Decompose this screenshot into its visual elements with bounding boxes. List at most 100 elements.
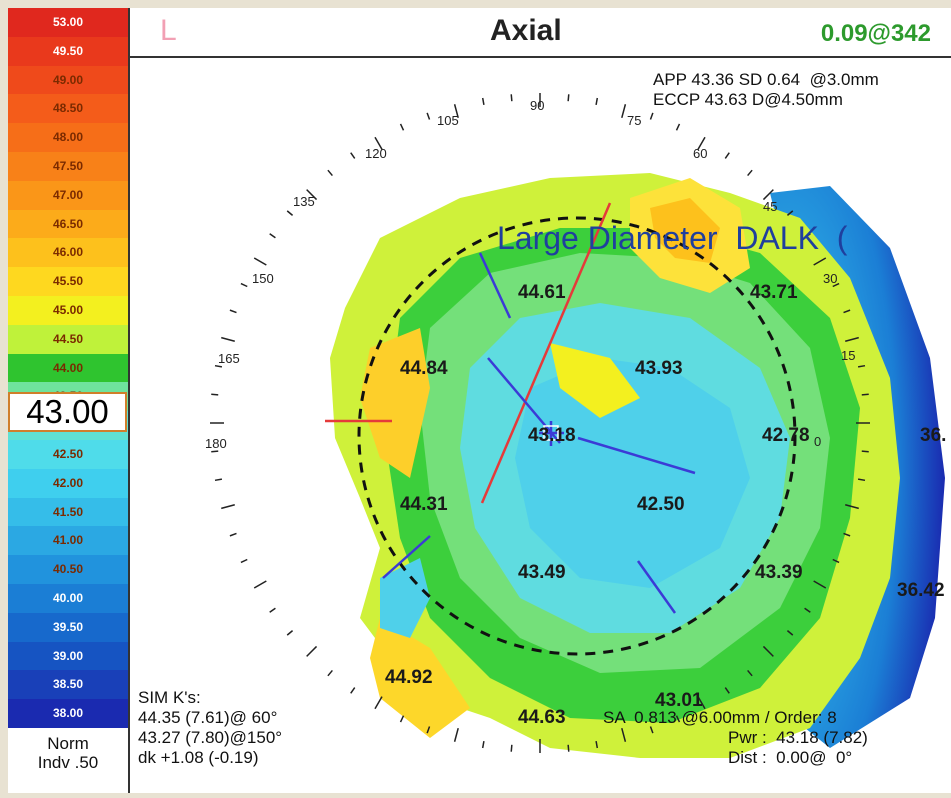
degree-tick <box>747 169 753 177</box>
degree-tick <box>832 558 840 564</box>
degree-tick <box>621 104 627 118</box>
map-value: 36.42 <box>897 580 945 601</box>
color-scale: 53.00 49.50 49.00 48.50 48.00 47.50 47.00 46.50… <box>8 8 130 793</box>
eccp-stat: ECCP 43.63 D@4.50mm <box>653 90 843 109</box>
eye-indicator: L <box>160 14 177 47</box>
scale-step: 49.50 <box>8 36 128 66</box>
deg-15: 15 <box>841 348 855 363</box>
sim-dk: dk +1.08 (-0.19) <box>138 748 259 767</box>
map-value: 42.78 <box>762 425 810 446</box>
scale-step: 42.50 <box>8 440 128 469</box>
deg-75: 75 <box>627 113 641 128</box>
sim-k2: 43.27 (7.80)@150° <box>138 728 283 747</box>
degree-tick <box>804 607 811 613</box>
deg-60: 60 <box>693 146 707 161</box>
degree-tick <box>286 210 294 216</box>
deg-90: 90 <box>530 98 544 113</box>
degree-tick <box>567 94 570 102</box>
degree-tick <box>675 715 681 723</box>
degree-ticks <box>210 93 870 753</box>
scale-step: 46.00 <box>8 238 128 268</box>
scale-step: 41.00 <box>8 526 128 556</box>
center-crosshair[interactable] <box>539 421 564 446</box>
degree-tick <box>221 504 235 510</box>
degree-tick <box>253 257 267 266</box>
map-value: 44.84 <box>400 358 448 379</box>
degree-tick <box>861 393 869 396</box>
degree-tick <box>453 728 459 742</box>
scale-step: 48.50 <box>8 94 128 124</box>
degree-tick <box>350 687 356 694</box>
sim-k-title: SIM K's: <box>138 688 201 707</box>
degree-tick <box>786 630 794 636</box>
degree-tick <box>426 112 431 120</box>
degree-tick <box>724 152 730 159</box>
scale-step: 44.00 <box>8 353 128 383</box>
axial-map[interactable]: 90 105 75 120 60 135 45 150 30 165 15 18… <box>130 58 951 793</box>
app-stat: APP 43.36 SD 0.64 @3.0mm <box>653 70 879 89</box>
map-zone-yellow-bottom-left <box>370 618 470 738</box>
degree-tick <box>240 282 248 288</box>
cursor-reading: 0.09@342 <box>820 20 931 47</box>
scale-step: 46.50 <box>8 209 128 239</box>
deg-135: 135 <box>293 194 315 209</box>
legend-indv: Indv .50 <box>37 753 99 772</box>
degree-tick <box>306 645 318 657</box>
degree-tick <box>724 687 730 694</box>
map-value: 42.50 <box>637 494 685 515</box>
map-canvas[interactable]: 90 105 75 120 60 135 45 150 30 165 15 18… <box>130 58 951 793</box>
scale-legend: Norm Indv .50 <box>8 734 128 772</box>
degree-tick <box>269 233 276 239</box>
map-value: 44.92 <box>385 667 433 688</box>
degree-tick <box>374 696 383 710</box>
scale-step: 40.50 <box>8 555 128 584</box>
degree-tick <box>211 393 219 396</box>
scale-step: 38.50 <box>8 670 128 700</box>
sa-stat: SA 0.813 @6.00mm / Order: 8 <box>603 708 837 727</box>
degree-tick <box>747 669 753 677</box>
map-value: 43.93 <box>635 358 683 379</box>
deg-180: 180 <box>205 436 227 451</box>
pwr-stat: Pwr : 43.18 (7.82) <box>728 728 868 747</box>
degree-tick <box>567 744 570 752</box>
scale-step: 39.00 <box>8 641 128 671</box>
map-values: 44.61 43.71 44.84 43.93 43.18 42.78 44.3… <box>385 282 946 728</box>
degree-tick <box>374 136 383 150</box>
scale-step: 42.00 <box>8 468 128 498</box>
degree-tick <box>510 94 513 102</box>
scale-step: 45.00 <box>8 296 128 325</box>
map-value: 43.01 <box>655 690 703 711</box>
steep-axis-line <box>480 202 612 504</box>
legend-norm: Norm <box>47 734 89 753</box>
degree-tick <box>269 607 276 613</box>
degree-tick <box>621 728 627 742</box>
degree-tick <box>843 532 851 537</box>
degree-tick <box>595 97 599 106</box>
map-value: 44.61 <box>518 282 566 303</box>
degree-tick <box>832 282 840 288</box>
degree-tick <box>649 726 654 734</box>
map-zone-yellow-left <box>360 328 430 478</box>
scale-step: 47.50 <box>8 152 128 181</box>
degree-tick <box>813 257 827 266</box>
degree-tick <box>481 97 485 106</box>
degree-tick <box>453 104 459 118</box>
map-value: 36. <box>920 425 946 446</box>
degree-tick <box>221 336 235 342</box>
map-zone-central-cyan <box>515 358 750 588</box>
degree-tick <box>350 152 356 159</box>
degree-tick <box>697 136 706 150</box>
degree-tick <box>857 364 866 368</box>
degree-tick <box>211 450 219 453</box>
sim-k1: 44.35 (7.61)@ 60° <box>138 708 278 727</box>
axis-marker-blue-2 <box>487 357 561 444</box>
degree-tick <box>253 580 267 589</box>
degree-tick <box>857 478 866 482</box>
scale-step: 38.00 <box>8 699 128 728</box>
degree-tick <box>399 715 405 723</box>
degree-tick <box>214 364 223 368</box>
deg-150: 150 <box>252 271 274 286</box>
degree-tick <box>697 696 706 710</box>
deg-105: 105 <box>437 113 459 128</box>
deg-0: 0 <box>814 434 821 449</box>
